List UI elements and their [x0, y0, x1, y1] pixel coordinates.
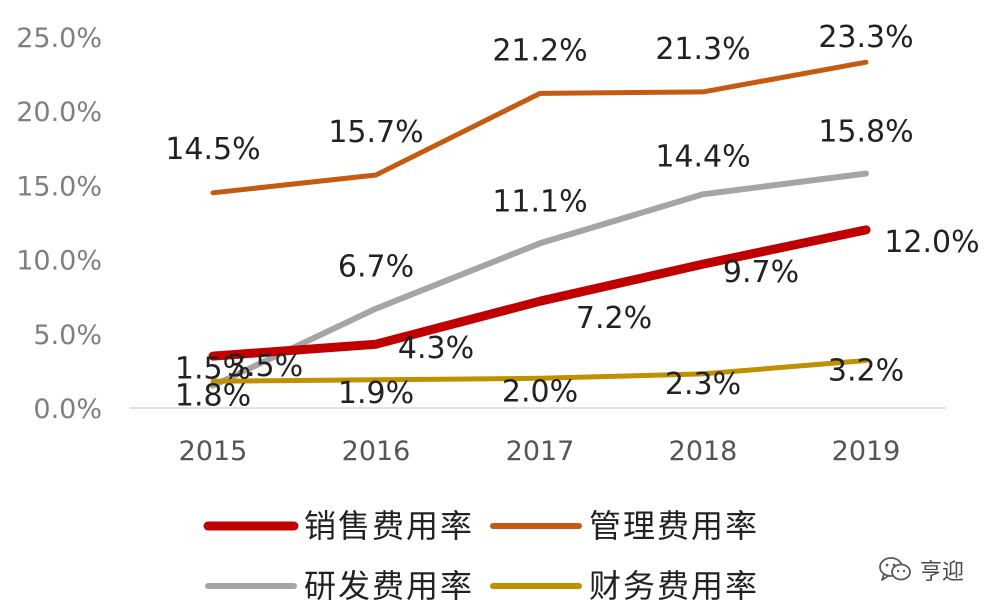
series-line: [210, 170, 869, 389]
data-label: 3.2%: [828, 354, 904, 389]
data-label: 15.7%: [328, 115, 423, 150]
data-label: 7.2%: [576, 301, 652, 336]
data-label: 23.3%: [818, 20, 913, 55]
data-label: 4.3%: [398, 331, 474, 366]
legend-item: 研发费用率: [205, 567, 474, 605]
y-tick-label: 20.0%: [16, 97, 102, 128]
x-tick-label: 2016: [342, 436, 411, 467]
legend-label: 管理费用率: [589, 507, 759, 545]
legend-label: 销售费用率: [304, 507, 474, 545]
x-axis: 2015 2016 2017 2018 2019: [179, 436, 901, 467]
legend-item: 管理费用率: [490, 507, 759, 545]
x-tick-label: 2019: [832, 436, 901, 467]
data-label: 12.0%: [884, 225, 979, 260]
series-line: [210, 59, 869, 196]
watermark: 亨迎: [878, 552, 964, 588]
data-label: 1.8%: [175, 378, 251, 413]
y-tick-label: 5.0%: [33, 320, 102, 351]
data-label: 2.0%: [502, 374, 578, 409]
legend-label: 研发费用率: [304, 567, 474, 605]
data-label: 2.3%: [665, 367, 741, 402]
data-label: 11.1%: [492, 184, 587, 219]
data-label: 21.3%: [655, 32, 750, 67]
data-label: 6.7%: [338, 250, 414, 285]
data-label: 14.5%: [165, 132, 260, 167]
legend-item: 销售费用率: [203, 507, 474, 545]
legend-label: 财务费用率: [589, 567, 759, 605]
series-line: [210, 358, 869, 384]
data-label: 1.9%: [338, 376, 414, 411]
y-tick-label: 15.0%: [16, 171, 102, 202]
x-tick-label: 2015: [179, 436, 248, 467]
data-label: 14.4%: [655, 139, 750, 174]
data-label: 3.5%: [227, 349, 303, 384]
x-tick-label: 2017: [506, 436, 575, 467]
data-label: 9.7%: [723, 255, 799, 290]
y-axis: 0.0% 5.0% 10.0% 15.0% 20.0% 25.0%: [16, 23, 102, 425]
series-lines: [208, 59, 871, 389]
watermark-text: 亨迎: [919, 560, 964, 585]
data-label: 1.5%: [175, 352, 251, 387]
data-label: 21.2%: [492, 33, 587, 68]
y-tick-label: 25.0%: [16, 23, 102, 54]
x-tick-label: 2018: [669, 436, 738, 467]
y-tick-label: 10.0%: [16, 246, 102, 277]
wechat-icon: [879, 557, 911, 581]
legend-item: 财务费用率: [490, 567, 759, 605]
y-tick-label: 0.0%: [33, 394, 102, 425]
data-labels: 3.5% 4.3% 7.2% 9.7% 12.0% 14.5% 15.7% 21.2% 21.3…: [165, 20, 979, 413]
data-label: 15.8%: [818, 115, 913, 150]
series-line: [208, 225, 871, 361]
